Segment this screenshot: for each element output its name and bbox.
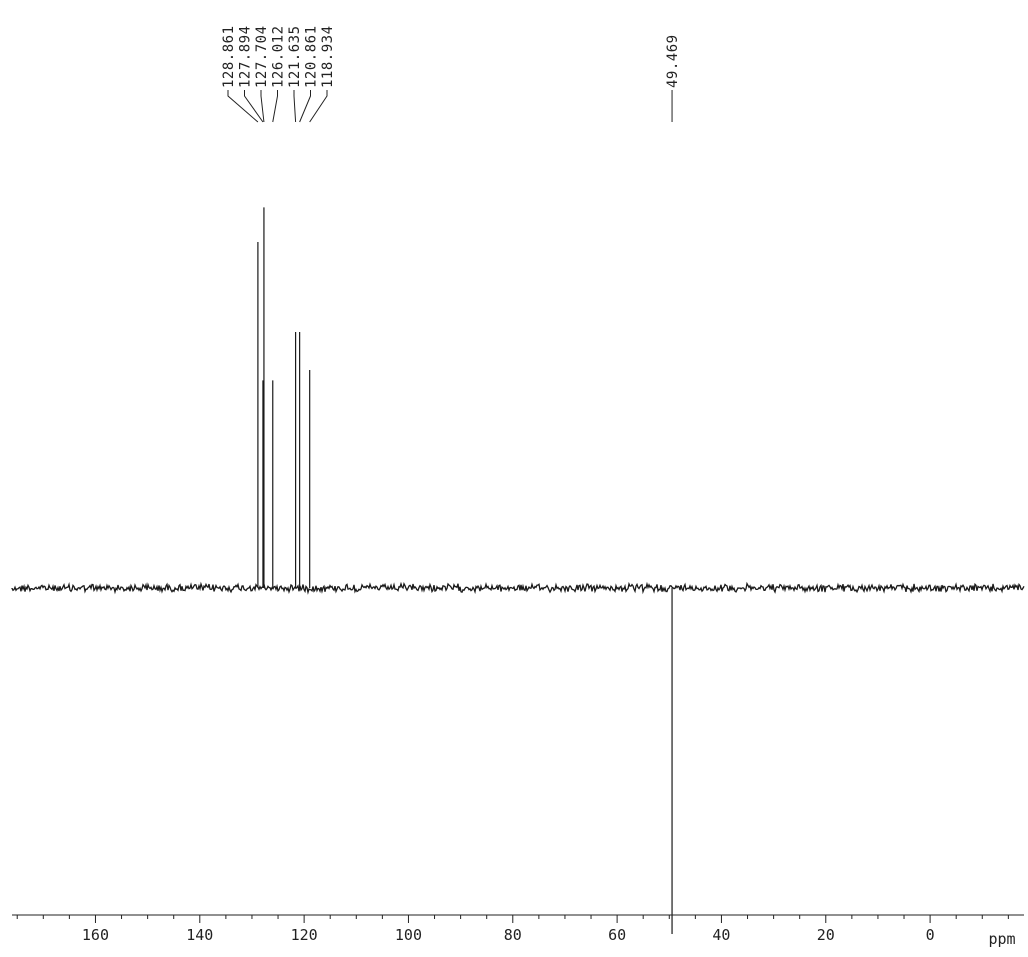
peak-label-4: 121.635 (287, 25, 303, 88)
x-tick-label-4: 80 (504, 926, 522, 944)
x-tick-label-8: 0 (926, 926, 935, 944)
baseline-noise (11, 581, 1025, 595)
x-tick-label-1: 140 (186, 926, 213, 944)
peak-label-6: 118.934 (320, 25, 336, 88)
spectrum-trace-layer (11, 207, 1025, 934)
x-axis-unit-label: ppm (988, 930, 1015, 948)
x-tick-label-6: 40 (712, 926, 730, 944)
x-tick-label-3: 100 (395, 926, 422, 944)
peak-leader-3 (272, 90, 278, 123)
peak-leader-0 (227, 90, 259, 123)
peak-label-0: 128.861 (221, 25, 237, 88)
peak-label-3: 126.012 (271, 25, 287, 88)
peak-leader-6 (309, 90, 328, 123)
x-tick-label-7: 20 (817, 926, 835, 944)
peak-leader-4 (293, 90, 297, 123)
peak-leader-1 (244, 90, 264, 123)
x-axis: 160 140 120 100 80 60 40 20 0 ppm (12, 914, 1024, 948)
x-tick-label-2: 120 (291, 926, 318, 944)
x-tick-label-0: 160 (82, 926, 109, 944)
peak-label-1: 127.894 (238, 25, 254, 88)
peak-leader-2 (260, 90, 265, 123)
peak-label-layer: 128.861 127.894 127.704 126.012 121.635 120.8… (221, 25, 681, 123)
peak-label-2: 127.704 (254, 25, 270, 88)
peak-label-7: 49.469 (665, 34, 681, 88)
x-tick-label-5: 60 (608, 926, 626, 944)
peak-label-5: 120.861 (304, 25, 320, 88)
peak-leader-5 (299, 90, 311, 123)
